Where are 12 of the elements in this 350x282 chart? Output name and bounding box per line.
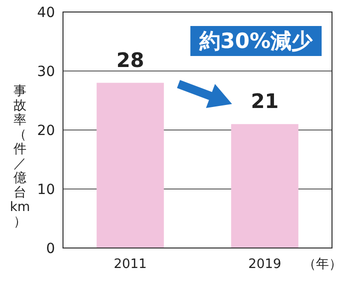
y-tick-label: 0 xyxy=(46,241,55,257)
data-label: 21 xyxy=(250,89,279,114)
text: 事故率（件／億台km） xyxy=(10,84,30,230)
x-axis-title: （年） xyxy=(303,257,342,272)
y-tick-label: 10 xyxy=(37,182,55,198)
x-tick-label: 2011 xyxy=(114,257,147,272)
data-label: 28 xyxy=(116,48,144,72)
y-tick-label: 20 xyxy=(37,123,55,139)
x-tick-label: 2019 xyxy=(248,257,282,272)
y-tick-label: 40 xyxy=(37,5,55,21)
annotation: 約30%減少 xyxy=(198,29,314,53)
y-tick-label: 30 xyxy=(37,64,55,80)
